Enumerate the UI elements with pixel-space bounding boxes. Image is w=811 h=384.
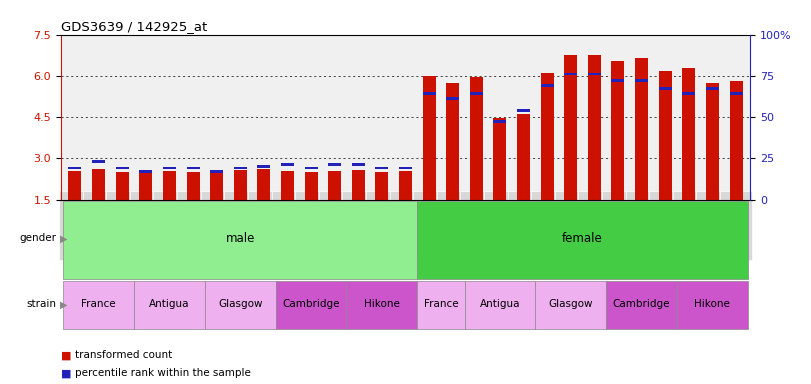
Text: ▶: ▶ <box>60 233 67 243</box>
Bar <box>92 160 105 163</box>
Bar <box>92 169 105 200</box>
Bar <box>446 97 459 100</box>
Bar <box>116 167 129 169</box>
Bar <box>517 114 530 200</box>
Bar <box>257 165 270 168</box>
Bar <box>635 79 648 82</box>
Bar <box>375 167 388 169</box>
Bar <box>541 84 554 87</box>
Text: Cambridge: Cambridge <box>282 299 340 309</box>
Text: strain: strain <box>27 299 57 309</box>
Bar <box>418 201 748 279</box>
Bar <box>134 281 205 329</box>
Bar <box>163 167 176 169</box>
Text: Hikone: Hikone <box>694 299 731 309</box>
Bar <box>305 172 318 200</box>
Bar <box>418 281 465 329</box>
Bar <box>730 81 743 200</box>
Text: percentile rank within the sample: percentile rank within the sample <box>75 368 251 378</box>
Text: gender: gender <box>19 233 57 243</box>
Bar <box>234 170 247 200</box>
Text: France: France <box>423 299 458 309</box>
Bar <box>465 281 535 329</box>
Text: ■: ■ <box>61 368 71 378</box>
Bar <box>611 79 624 82</box>
Bar <box>423 76 436 200</box>
Text: Antigua: Antigua <box>149 299 190 309</box>
Bar <box>187 167 200 169</box>
Bar <box>328 171 341 200</box>
Bar <box>139 173 152 200</box>
Text: Antigua: Antigua <box>479 299 520 309</box>
Text: transformed count: transformed count <box>75 350 173 360</box>
Text: GDS3639 / 142925_at: GDS3639 / 142925_at <box>61 20 207 33</box>
Bar <box>564 55 577 200</box>
Bar <box>535 281 606 329</box>
Bar <box>564 73 577 75</box>
Bar <box>730 93 743 95</box>
Text: male: male <box>225 232 255 245</box>
Bar <box>375 172 388 200</box>
Bar <box>399 171 412 200</box>
Bar <box>234 167 247 169</box>
Bar <box>210 173 223 200</box>
Bar <box>205 281 276 329</box>
Bar <box>187 172 200 200</box>
Text: ▶: ▶ <box>60 299 67 309</box>
Bar <box>276 281 346 329</box>
Text: Cambridge: Cambridge <box>613 299 671 309</box>
Bar <box>446 83 459 200</box>
Text: Hikone: Hikone <box>364 299 400 309</box>
Bar <box>493 119 506 200</box>
Bar <box>305 167 318 169</box>
Bar <box>68 167 81 169</box>
Text: Glasgow: Glasgow <box>548 299 593 309</box>
Bar <box>63 281 134 329</box>
Bar <box>682 93 695 95</box>
Bar <box>116 172 129 200</box>
Bar <box>611 61 624 200</box>
Bar <box>163 171 176 200</box>
Bar <box>706 88 719 90</box>
Bar <box>139 170 152 173</box>
Text: ■: ■ <box>61 350 71 360</box>
Bar <box>210 170 223 173</box>
Bar <box>68 171 81 200</box>
Bar <box>635 58 648 200</box>
Text: female: female <box>562 232 603 245</box>
Bar <box>328 163 341 166</box>
Bar <box>517 109 530 112</box>
Bar <box>588 73 601 75</box>
Bar <box>682 68 695 200</box>
Bar <box>63 201 418 279</box>
Bar <box>706 83 719 200</box>
Bar <box>399 167 412 169</box>
Bar <box>423 93 436 95</box>
Bar <box>493 121 506 123</box>
Bar <box>677 281 748 329</box>
Bar <box>588 55 601 200</box>
Bar <box>257 169 270 200</box>
Bar <box>281 171 294 200</box>
Bar <box>281 163 294 166</box>
Bar <box>346 281 418 329</box>
Text: France: France <box>81 299 116 309</box>
Text: Glasgow: Glasgow <box>218 299 263 309</box>
Bar <box>352 163 365 166</box>
Bar <box>352 170 365 200</box>
Bar <box>541 73 554 200</box>
Bar <box>659 88 672 90</box>
Bar <box>470 77 483 200</box>
Bar <box>659 71 672 200</box>
Bar <box>470 93 483 95</box>
Bar <box>606 281 677 329</box>
